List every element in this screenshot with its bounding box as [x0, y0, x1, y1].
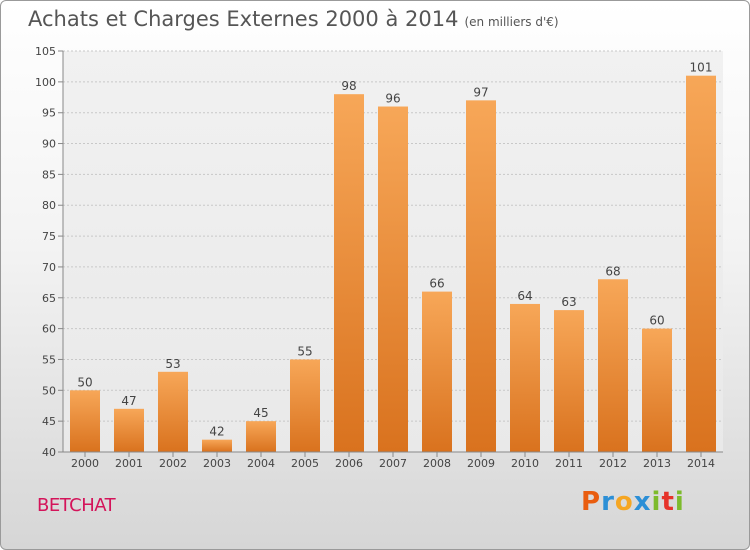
bar: [598, 279, 628, 452]
bar: [466, 100, 496, 452]
bar-value-label: 64: [517, 289, 532, 303]
proxiti-logo: Proxiti: [581, 487, 685, 517]
bar-value-label: 55: [297, 344, 312, 358]
y-tick-label: 50: [42, 384, 56, 397]
bar-value-label: 45: [253, 406, 268, 420]
location-name: BETCHAT: [37, 495, 116, 516]
x-tick-label: 2014: [687, 457, 715, 470]
logo-letter: P: [581, 487, 602, 517]
chart-title: Achats et Charges Externes 2000 à 2014 (e…: [28, 7, 559, 31]
bar: [378, 106, 408, 453]
bar: [158, 371, 188, 452]
bars: 50 47 53 42 45 55 98 96 66 97 64 63 68 60 101: [70, 61, 716, 453]
logo-letter: i: [674, 487, 685, 517]
bar: [114, 408, 144, 452]
bar: [510, 303, 540, 452]
bar-value-label: 96: [385, 92, 400, 106]
bar: [422, 291, 452, 452]
x-axis: 2000 2001 2002 2003 2004 2005 2006 2007 2008 2009…: [63, 451, 723, 470]
logo-letter: t: [661, 487, 675, 517]
y-tick-label: 70: [42, 261, 56, 274]
x-tick-label: 2001: [115, 457, 143, 470]
bar: [290, 359, 320, 452]
logo-letter: r: [601, 487, 615, 517]
bar: [554, 310, 584, 452]
bar-value-label: 101: [690, 61, 713, 75]
y-tick-label: 60: [42, 323, 56, 336]
x-tick-label: 2007: [379, 457, 407, 470]
x-tick-label: 2003: [203, 457, 231, 470]
y-tick-label: 95: [42, 107, 56, 120]
logo-letter: i: [651, 487, 662, 517]
bar: [70, 390, 100, 452]
y-tick-label: 55: [42, 353, 56, 366]
bar: [686, 75, 716, 452]
bar-value-label: 60: [649, 314, 664, 328]
bar-value-label: 50: [77, 375, 92, 389]
x-tick-label: 2010: [511, 457, 539, 470]
chart-subtitle: (en milliers d'€): [464, 15, 559, 29]
x-tick-label: 2012: [599, 457, 627, 470]
y-tick-label: 100: [35, 76, 56, 89]
logo-letter: x: [633, 487, 652, 517]
y-tick-label: 75: [42, 230, 56, 243]
bar: [334, 94, 364, 452]
bar-value-label: 63: [561, 295, 576, 309]
bar-value-label: 98: [341, 79, 356, 93]
y-tick-label: 40: [42, 446, 56, 459]
bar: [202, 439, 232, 452]
y-tick-label: 105: [35, 45, 56, 58]
x-tick-label: 2013: [643, 457, 671, 470]
x-tick-label: 2009: [467, 457, 495, 470]
x-tick-label: 2004: [247, 457, 275, 470]
bar-value-label: 97: [473, 85, 488, 99]
chart-title-main: Achats et Charges Externes 2000 à 2014: [28, 7, 459, 31]
bar: [642, 328, 672, 452]
bar-value-label: 53: [165, 357, 180, 371]
x-tick-label: 2002: [159, 457, 187, 470]
x-tick-label: 2008: [423, 457, 451, 470]
bar-value-label: 68: [605, 264, 620, 278]
bar-value-label: 47: [121, 394, 136, 408]
logo-letter: o: [614, 487, 634, 517]
y-tick-label: 80: [42, 199, 56, 212]
x-tick-label: 2005: [291, 457, 319, 470]
bar-value-label: 66: [429, 277, 444, 291]
y-tick-label: 85: [42, 168, 56, 181]
x-tick-label: 2011: [555, 457, 583, 470]
bar-value-label: 42: [209, 425, 224, 439]
y-tick-label: 45: [42, 415, 56, 428]
x-tick-label: 2000: [71, 457, 99, 470]
y-axis: 40 45 50 55 60 65 70 75 80 85 90 95 100 105: [35, 45, 64, 459]
y-tick-label: 65: [42, 292, 56, 305]
bar: [246, 421, 276, 452]
y-tick-label: 90: [42, 138, 56, 151]
x-tick-label: 2006: [335, 457, 363, 470]
